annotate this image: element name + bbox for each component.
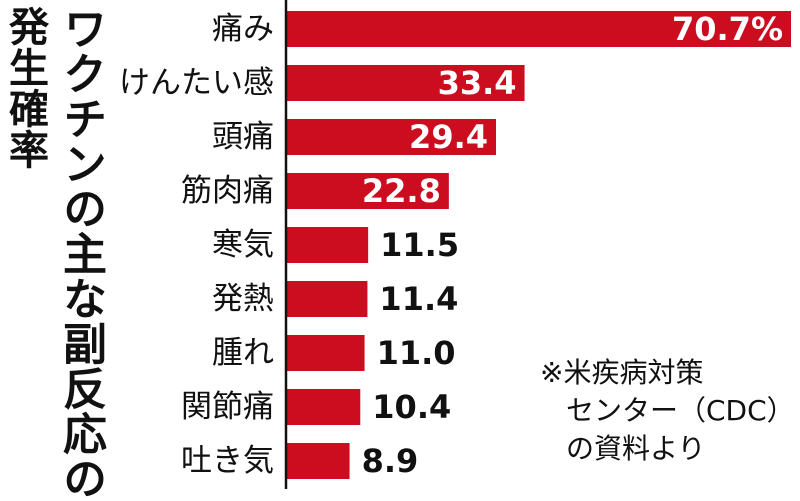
bar-4 (286, 227, 369, 263)
bar-5 (286, 281, 368, 317)
value-label-1: 33.4 (438, 64, 517, 102)
category-label-2: 頭痛 (212, 119, 274, 155)
category-label-1: けんたい感 (119, 65, 274, 101)
category-label-3: 筋肉痛 (181, 173, 274, 209)
chart-title: ワクチンの主な副反応の (55, 6, 106, 501)
value-label-0: 70.7% (672, 10, 783, 48)
category-label-4: 寒気 (212, 227, 274, 263)
chart-subtitle: 発生確率 (2, 6, 48, 170)
bar-2 (286, 119, 496, 155)
bar-3 (286, 173, 449, 209)
bar-1 (286, 65, 525, 101)
value-label-2: 29.4 (409, 118, 488, 156)
value-label-8: 8.9 (362, 442, 419, 480)
category-label-7: 関節痛 (181, 389, 274, 425)
source-note-line-1: ※米疾病対策 (540, 356, 704, 389)
bar-0 (286, 11, 791, 47)
category-label-5: 発熱 (212, 281, 274, 317)
source-note: ※米疾病対策 センター（CDC） の資料より (540, 354, 795, 468)
value-label-7: 10.4 (372, 388, 451, 426)
source-note-line-3: の資料より (566, 432, 706, 465)
value-label-3: 22.8 (362, 172, 441, 210)
bar-6 (286, 335, 365, 371)
category-label-8: 吐き気 (181, 443, 274, 479)
bar-8 (286, 443, 350, 479)
category-label-6: 腫れ (212, 335, 274, 371)
value-label-4: 11.5 (380, 226, 459, 264)
bar-chart: 痛み 70.7% けんたい感 33.4 頭痛 29.4 筋肉痛 22.8 寒気 11.5 発熱 11.… (119, 0, 791, 489)
source-note-line-2: センター（CDC） (566, 394, 795, 427)
value-label-5: 11.4 (379, 280, 458, 318)
bar-7 (286, 389, 361, 425)
category-label-0: 痛み (212, 11, 274, 47)
value-label-6: 11.0 (377, 334, 456, 372)
